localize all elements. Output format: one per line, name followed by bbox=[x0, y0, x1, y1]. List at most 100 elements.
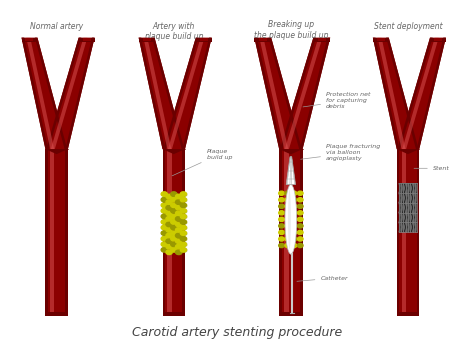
Polygon shape bbox=[402, 38, 439, 149]
Polygon shape bbox=[51, 38, 87, 149]
Text: Stent: Stent bbox=[414, 166, 450, 171]
Circle shape bbox=[182, 204, 187, 207]
Polygon shape bbox=[268, 38, 302, 149]
Circle shape bbox=[163, 209, 168, 213]
Circle shape bbox=[171, 231, 177, 235]
Polygon shape bbox=[163, 38, 212, 149]
Polygon shape bbox=[401, 149, 406, 316]
Circle shape bbox=[279, 237, 284, 241]
Polygon shape bbox=[255, 38, 282, 149]
Circle shape bbox=[297, 198, 303, 202]
Polygon shape bbox=[300, 38, 330, 149]
Circle shape bbox=[291, 204, 297, 209]
Circle shape bbox=[180, 192, 186, 196]
Polygon shape bbox=[258, 38, 267, 41]
Circle shape bbox=[177, 206, 182, 210]
Circle shape bbox=[291, 198, 297, 202]
Polygon shape bbox=[434, 38, 442, 41]
Circle shape bbox=[161, 198, 167, 202]
Circle shape bbox=[291, 237, 297, 241]
Circle shape bbox=[161, 209, 167, 213]
Polygon shape bbox=[300, 149, 302, 316]
Circle shape bbox=[163, 221, 168, 224]
Polygon shape bbox=[377, 38, 385, 41]
Circle shape bbox=[285, 204, 291, 209]
Circle shape bbox=[279, 204, 284, 209]
Circle shape bbox=[161, 247, 167, 252]
Polygon shape bbox=[50, 149, 55, 316]
Circle shape bbox=[182, 215, 187, 219]
Polygon shape bbox=[313, 38, 330, 42]
Circle shape bbox=[177, 223, 182, 227]
Circle shape bbox=[297, 224, 303, 228]
Circle shape bbox=[291, 230, 297, 235]
Polygon shape bbox=[26, 38, 34, 41]
Polygon shape bbox=[279, 149, 302, 316]
Circle shape bbox=[291, 191, 297, 195]
Circle shape bbox=[182, 232, 187, 235]
Circle shape bbox=[182, 209, 187, 213]
Polygon shape bbox=[152, 38, 184, 149]
Circle shape bbox=[182, 226, 187, 230]
Circle shape bbox=[182, 243, 187, 246]
Circle shape bbox=[166, 200, 172, 204]
Text: Carotid artery stenting procedure: Carotid artery stenting procedure bbox=[132, 326, 342, 339]
Polygon shape bbox=[417, 149, 419, 316]
Circle shape bbox=[279, 230, 284, 235]
Polygon shape bbox=[397, 149, 419, 154]
Circle shape bbox=[285, 244, 291, 247]
Circle shape bbox=[167, 251, 173, 255]
Circle shape bbox=[285, 191, 291, 195]
Polygon shape bbox=[200, 38, 208, 41]
Circle shape bbox=[180, 242, 186, 246]
Circle shape bbox=[167, 212, 173, 216]
Polygon shape bbox=[279, 149, 282, 316]
Circle shape bbox=[166, 194, 172, 199]
Polygon shape bbox=[163, 38, 199, 149]
Text: Stent deployment: Stent deployment bbox=[374, 22, 442, 31]
Polygon shape bbox=[286, 157, 296, 184]
Circle shape bbox=[175, 217, 182, 221]
Polygon shape bbox=[378, 38, 405, 149]
Polygon shape bbox=[182, 38, 212, 149]
Circle shape bbox=[161, 236, 167, 241]
Polygon shape bbox=[82, 38, 91, 41]
Polygon shape bbox=[280, 38, 330, 149]
Circle shape bbox=[182, 221, 187, 224]
Polygon shape bbox=[280, 38, 316, 149]
Circle shape bbox=[180, 198, 186, 202]
Circle shape bbox=[175, 205, 182, 210]
Circle shape bbox=[172, 237, 177, 241]
Polygon shape bbox=[138, 38, 165, 149]
Circle shape bbox=[180, 225, 186, 230]
Circle shape bbox=[285, 217, 291, 222]
Polygon shape bbox=[397, 149, 419, 316]
Circle shape bbox=[297, 191, 303, 195]
Circle shape bbox=[166, 205, 172, 210]
Circle shape bbox=[171, 198, 177, 202]
Text: Plaque fracturing
via balloon
angioplasty: Plaque fracturing via balloon angioplast… bbox=[301, 144, 380, 161]
Polygon shape bbox=[79, 38, 95, 42]
Circle shape bbox=[166, 239, 172, 244]
Circle shape bbox=[166, 244, 172, 249]
Polygon shape bbox=[21, 38, 67, 149]
Circle shape bbox=[177, 217, 182, 221]
Polygon shape bbox=[386, 38, 419, 149]
Circle shape bbox=[172, 226, 177, 230]
Circle shape bbox=[163, 193, 168, 196]
Circle shape bbox=[175, 244, 182, 249]
Polygon shape bbox=[46, 312, 68, 316]
Polygon shape bbox=[373, 38, 389, 42]
Polygon shape bbox=[284, 149, 289, 316]
Circle shape bbox=[175, 228, 182, 232]
Polygon shape bbox=[373, 38, 419, 149]
Polygon shape bbox=[163, 149, 165, 316]
Circle shape bbox=[171, 209, 177, 213]
Text: Plaque
build up: Plaque build up bbox=[172, 149, 232, 176]
Circle shape bbox=[279, 191, 284, 195]
Circle shape bbox=[171, 247, 177, 252]
Circle shape bbox=[166, 217, 172, 221]
Circle shape bbox=[171, 242, 177, 246]
Circle shape bbox=[285, 224, 291, 228]
Circle shape bbox=[177, 251, 182, 255]
